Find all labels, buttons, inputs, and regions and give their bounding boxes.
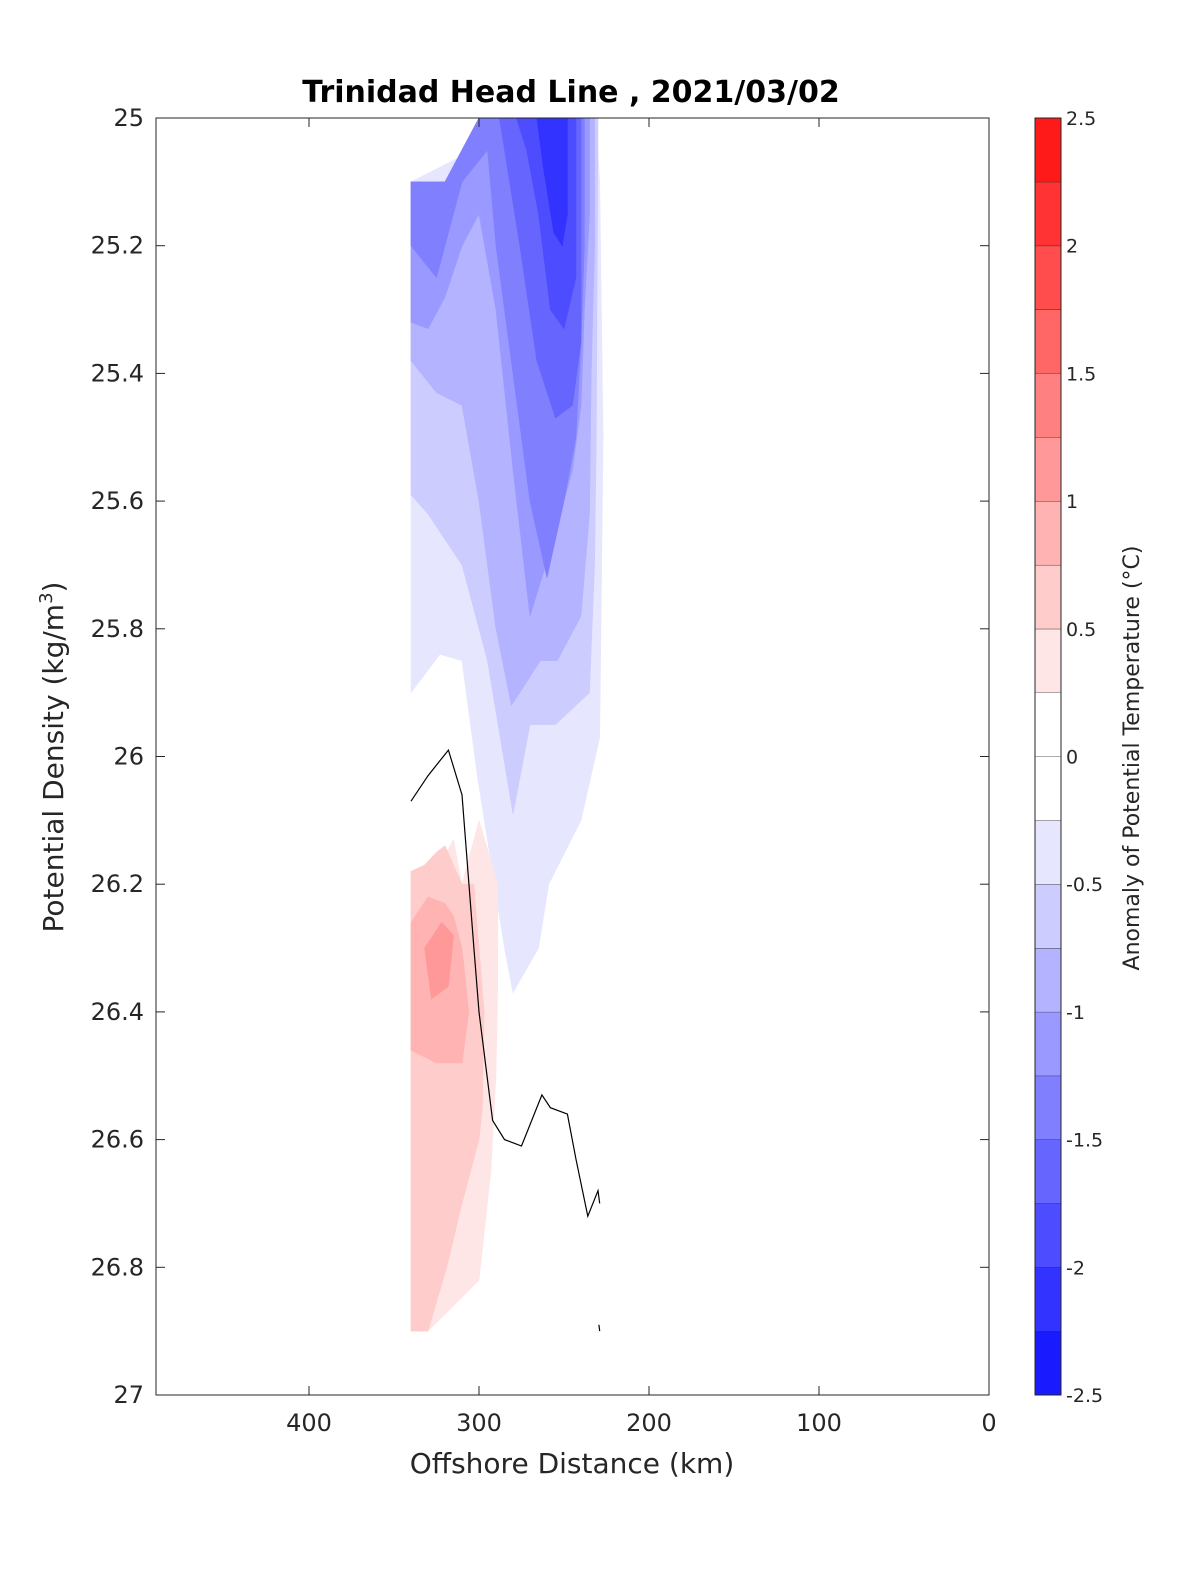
plot-area: 400 300 200 100 0 25 25.2 25.4 25.6 25.8 26 26.2 26… xyxy=(91,104,997,1437)
y-tick-label: 26.8 xyxy=(91,1253,144,1281)
colorbar-swatch xyxy=(1035,1139,1061,1204)
colorbar-swatch xyxy=(1035,1331,1061,1395)
x-axis-ticks: 400 300 200 100 0 xyxy=(286,118,997,1437)
y-tick-label: 25.8 xyxy=(91,615,144,643)
x-tick-label: 200 xyxy=(626,1409,672,1437)
colorbar-swatch xyxy=(1035,1267,1061,1332)
colorbar-frame xyxy=(1034,117,1062,1396)
colorbar-swatch xyxy=(1035,245,1061,310)
y-tick-label: 25.2 xyxy=(91,232,144,260)
chart-title: Trinidad Head Line , 2021/03/02 xyxy=(302,75,839,110)
colorbar-swatch xyxy=(1035,501,1061,565)
colorbar-swatch xyxy=(1035,884,1061,949)
colorbar-tick-label: -2 xyxy=(1066,1257,1085,1279)
colorbar-swatch xyxy=(1035,628,1061,693)
colorbar-swatch xyxy=(1035,564,1061,629)
y-axis-label-suffix: ) xyxy=(37,582,70,593)
colorbar-tick-label: -2.5 xyxy=(1066,1385,1103,1407)
y-axis-label: Potential Density (kg/m3) xyxy=(36,582,70,933)
colorbar-swatch xyxy=(1035,1011,1061,1076)
colorbar-swatch xyxy=(1035,118,1061,182)
zero-contour-fragment xyxy=(598,1324,601,1332)
colorbar-swatch xyxy=(1035,437,1061,502)
colorbar-tick-label: -1.5 xyxy=(1066,1130,1103,1152)
y-tick-label: 27 xyxy=(113,1381,144,1409)
x-tick-label: 100 xyxy=(796,1409,842,1437)
contour-lines xyxy=(410,748,601,1332)
colorbar-swatch xyxy=(1035,309,1061,374)
y-tick-label: 25.6 xyxy=(91,487,144,515)
colorbar-tick-label: 1.5 xyxy=(1066,363,1096,385)
contour-region-11 xyxy=(424,922,454,1000)
colorbar-tick-label: 2 xyxy=(1066,236,1078,258)
y-axis-label-superscript: 3 xyxy=(36,592,57,603)
colorbar-swatch xyxy=(1035,692,1061,757)
colorbar-tick-label: 0.5 xyxy=(1066,619,1096,641)
x-tick-label: 300 xyxy=(456,1409,502,1437)
x-axis-label: Offshore Distance (km) xyxy=(410,1447,735,1480)
y-tick-label: 26.4 xyxy=(91,998,144,1026)
y-axis-ticks: 25 25.2 25.4 25.6 25.8 26 26.2 26.4 26.6 26.8 27 xyxy=(91,104,989,1409)
colorbar-swatch xyxy=(1035,820,1061,885)
y-tick-label: 26 xyxy=(113,743,144,771)
colorbar-tick-label: -0.5 xyxy=(1066,874,1103,896)
zero-contour-line xyxy=(410,748,601,1219)
colorbar-swatch xyxy=(1035,373,1061,438)
colorbar-swatch xyxy=(1035,948,1061,1012)
colorbar: 2.5 2 1.5 1 0.5 0 -0.5 -1 -1.5 -2 -2.5 xyxy=(1034,108,1103,1407)
x-tick-label: 0 xyxy=(981,1409,996,1437)
colorbar-swatch xyxy=(1035,181,1061,246)
colorbar-swatch xyxy=(1035,1203,1061,1268)
colorbar-tick-label: -1 xyxy=(1066,1002,1085,1024)
colorbar-tick-label: 0 xyxy=(1066,747,1078,769)
y-tick-label: 26.6 xyxy=(91,1126,144,1154)
y-axis-label-main: Potential Density (kg/m xyxy=(37,604,70,933)
colorbar-label: Anomaly of Potential Temperature (°C) xyxy=(1120,546,1145,971)
x-tick-label: 400 xyxy=(286,1409,332,1437)
colorbar-swatch xyxy=(1035,1075,1061,1140)
y-tick-label: 25 xyxy=(113,104,144,132)
y-tick-label: 26.2 xyxy=(91,870,144,898)
colorbar-swatch xyxy=(1035,756,1061,821)
contour-fills xyxy=(410,117,604,1332)
colorbar-ticks: 2.5 2 1.5 1 0.5 0 -0.5 -1 -1.5 -2 -2.5 xyxy=(1066,108,1103,1407)
colorbar-tick-label: 2.5 xyxy=(1066,108,1096,130)
colorbar-tick-label: 1 xyxy=(1066,491,1078,513)
y-tick-label: 25.4 xyxy=(91,359,144,387)
colorbar-swatches xyxy=(1035,117,1061,1395)
